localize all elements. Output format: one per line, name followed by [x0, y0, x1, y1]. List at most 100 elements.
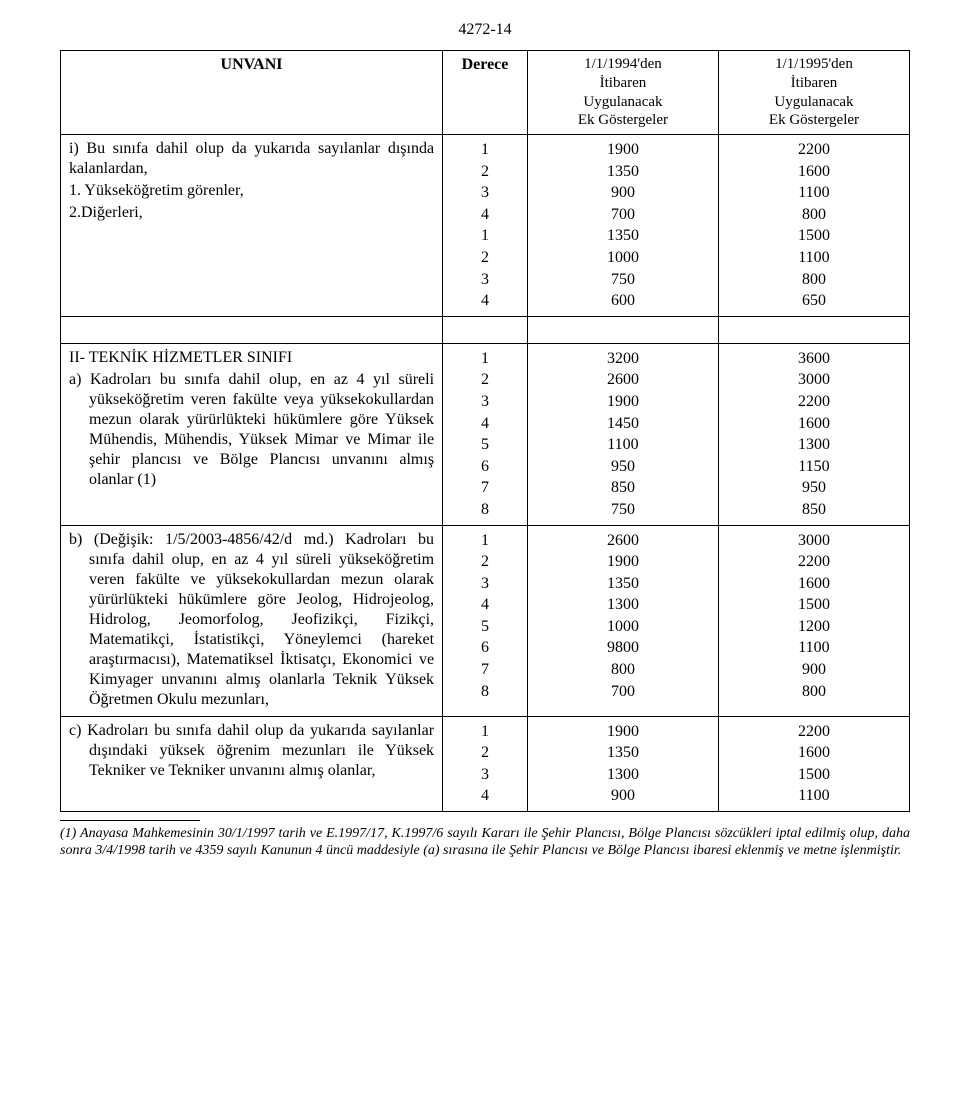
- desc-line: b) (Değişik: 1/5/2003-4856/42/d md.) Kad…: [69, 530, 434, 710]
- header-col-1994: 1/1/1994'den İtibaren Uygulanacak Ek Gös…: [527, 51, 718, 135]
- data-table: UNVANI Derece 1/1/1994'den İtibaren Uygu…: [60, 50, 910, 812]
- num: 1100: [536, 434, 710, 456]
- row-derece: 1 2 3 4 5 6 7 8: [443, 343, 528, 525]
- num: 1300: [536, 764, 710, 786]
- num: 7: [451, 659, 519, 681]
- row-g1: 1900 1350 1300 900: [527, 716, 718, 811]
- desc-line: 2.Diğerleri,: [69, 203, 434, 223]
- num: 2: [451, 247, 519, 269]
- num: 1350: [536, 161, 710, 183]
- num: 1900: [536, 721, 710, 743]
- num: 8: [451, 499, 519, 521]
- num: 3200: [536, 348, 710, 370]
- num: 4: [451, 290, 519, 312]
- num: 5: [451, 434, 519, 456]
- num: 1000: [536, 247, 710, 269]
- num: 1300: [727, 434, 901, 456]
- footnote-text: (1) Anayasa Mahkemesinin 30/1/1997 tarih…: [60, 826, 910, 859]
- row-derece: 1 2 3 4 5 6 7 8: [443, 525, 528, 716]
- desc-line: a) Kadroları bu sınıfa dahil olup, en az…: [69, 370, 434, 490]
- num: 3: [451, 269, 519, 291]
- row-g2: 3600 3000 2200 1600 1300 1150 950 850: [718, 343, 909, 525]
- num: 1350: [536, 573, 710, 595]
- num: 2200: [727, 139, 901, 161]
- num: 1: [451, 348, 519, 370]
- num: 2600: [536, 369, 710, 391]
- num: 1200: [727, 616, 901, 638]
- num: 2200: [727, 551, 901, 573]
- num: 1500: [727, 764, 901, 786]
- table-row: b) (Değişik: 1/5/2003-4856/42/d md.) Kad…: [61, 525, 910, 716]
- num: 3: [451, 391, 519, 413]
- row-desc: c) Kadroları bu sınıfa dahil olup da yuk…: [61, 716, 443, 811]
- table-header-row: UNVANI Derece 1/1/1994'den İtibaren Uygu…: [61, 51, 910, 135]
- num: 1100: [727, 637, 901, 659]
- num: 800: [727, 681, 901, 703]
- num: 3: [451, 573, 519, 595]
- num: 1600: [727, 573, 901, 595]
- num: 1: [451, 139, 519, 161]
- num: 3600: [727, 348, 901, 370]
- table-row: c) Kadroları bu sınıfa dahil olup da yuk…: [61, 716, 910, 811]
- num: 800: [727, 269, 901, 291]
- num: 2200: [727, 721, 901, 743]
- hdr1-l3: Uygulanacak: [583, 94, 662, 110]
- num: 4: [451, 204, 519, 226]
- row-desc: II- TEKNİK HİZMETLER SINIFI a) Kadroları…: [61, 343, 443, 525]
- page: 4272-14 UNVANI Derece 1/1/1994'den İtiba…: [0, 0, 960, 1113]
- num: 1150: [727, 456, 901, 478]
- row-derece: 1 2 3 4: [443, 716, 528, 811]
- row-g1: 3200 2600 1900 1450 1100 950 850 750: [527, 343, 718, 525]
- num: 5: [451, 616, 519, 638]
- num: 650: [727, 290, 901, 312]
- num: 1900: [536, 139, 710, 161]
- num: 700: [536, 681, 710, 703]
- num: 1000: [536, 616, 710, 638]
- num: 1: [451, 530, 519, 552]
- hdr1-l1: 1/1/1994'den: [584, 56, 662, 72]
- footnote: (1) Anayasa Mahkemesinin 30/1/1997 tarih…: [60, 820, 910, 860]
- num: 900: [536, 785, 710, 807]
- table-row: i) Bu sınıfa dahil olup da yukarıda sayı…: [61, 135, 910, 317]
- desc-line: i) Bu sınıfa dahil olup da yukarıda sayı…: [69, 139, 434, 179]
- num: 950: [727, 477, 901, 499]
- num: 800: [727, 204, 901, 226]
- num: 1600: [727, 742, 901, 764]
- hdr2-l1: 1/1/1995'den: [775, 56, 853, 72]
- row-g2: 2200 1600 1500 1100: [718, 716, 909, 811]
- num: 6: [451, 456, 519, 478]
- num: 900: [727, 659, 901, 681]
- num: 750: [536, 269, 710, 291]
- desc-line: c) Kadroları bu sınıfa dahil olup da yuk…: [69, 721, 434, 781]
- num: 1: [451, 225, 519, 247]
- num: 1100: [727, 182, 901, 204]
- num: 4: [451, 785, 519, 807]
- page-number: 4272-14: [60, 20, 910, 40]
- num: 2200: [727, 391, 901, 413]
- num: 3: [451, 182, 519, 204]
- num: 2: [451, 551, 519, 573]
- num: 1100: [727, 785, 901, 807]
- num: 3: [451, 764, 519, 786]
- header-unvani: UNVANI: [61, 51, 443, 135]
- num: 900: [536, 182, 710, 204]
- num: 1900: [536, 551, 710, 573]
- num: 2: [451, 369, 519, 391]
- table-row: II- TEKNİK HİZMETLER SINIFI a) Kadroları…: [61, 343, 910, 525]
- num: 2: [451, 742, 519, 764]
- num: 1350: [536, 742, 710, 764]
- row-desc: i) Bu sınıfa dahil olup da yukarıda sayı…: [61, 135, 443, 317]
- num: 1: [451, 721, 519, 743]
- num: 600: [536, 290, 710, 312]
- num: 700: [536, 204, 710, 226]
- hdr1-l4: Ek Göstergeler: [578, 112, 668, 128]
- num: 1100: [727, 247, 901, 269]
- num: 3000: [727, 369, 901, 391]
- num: 8: [451, 681, 519, 703]
- header-derece: Derece: [443, 51, 528, 135]
- num: 6: [451, 637, 519, 659]
- num: 7: [451, 477, 519, 499]
- hdr2-l2: İtibaren: [791, 75, 838, 91]
- num: 2600: [536, 530, 710, 552]
- num: 4: [451, 594, 519, 616]
